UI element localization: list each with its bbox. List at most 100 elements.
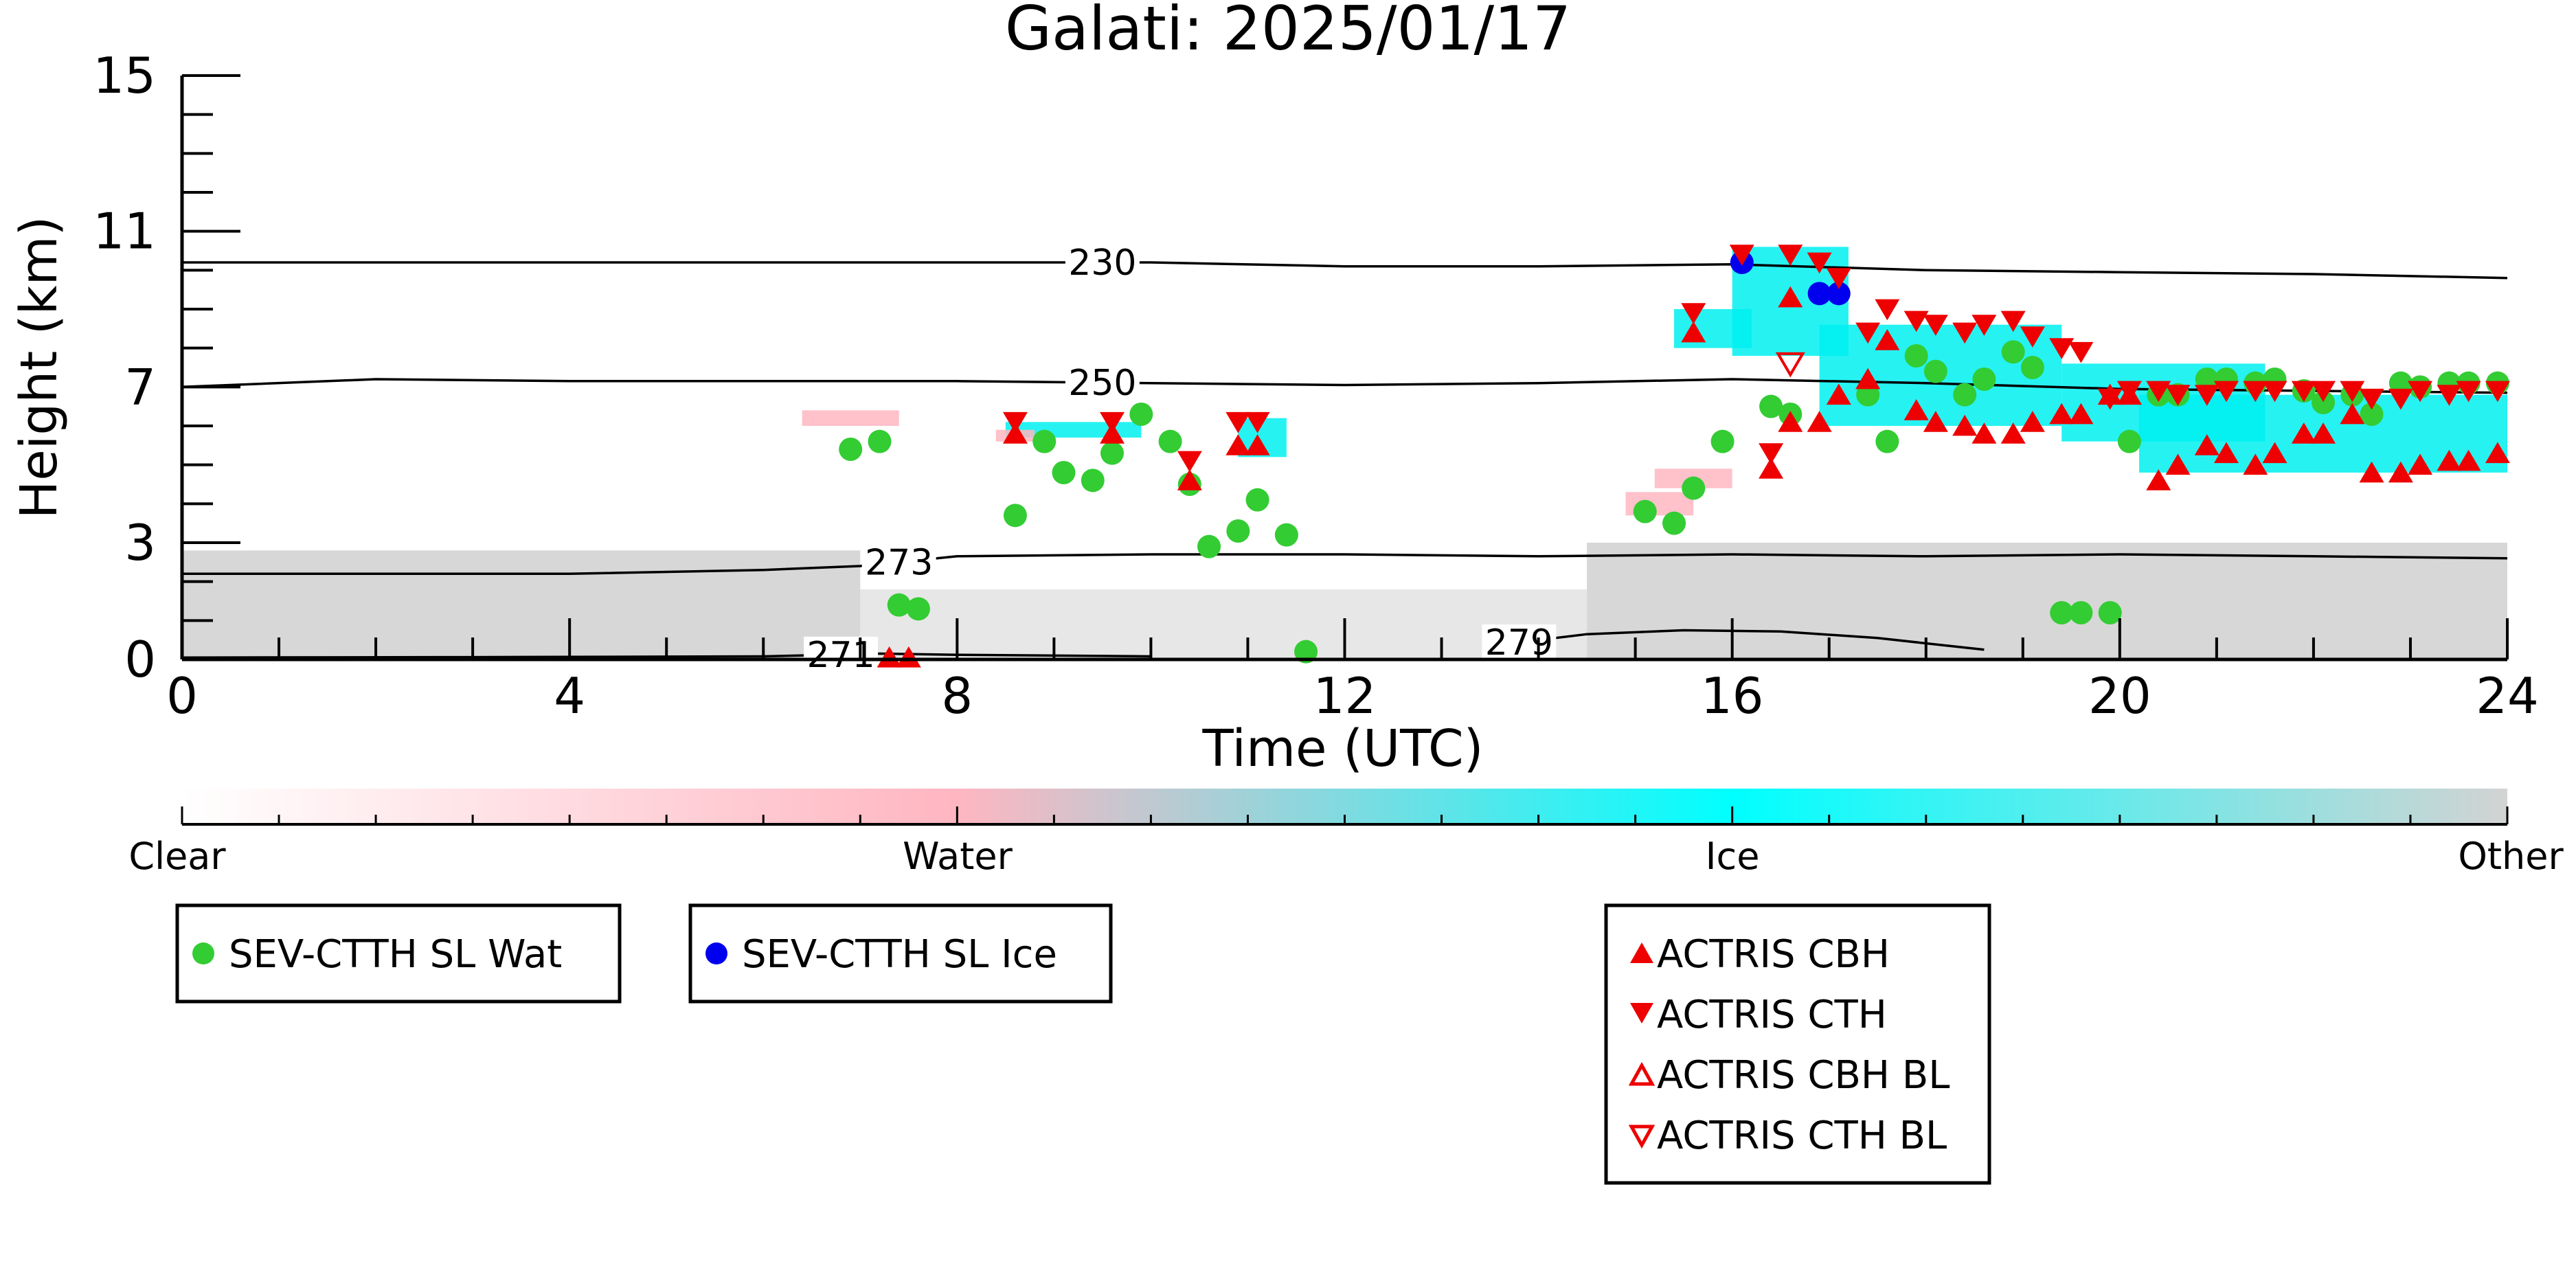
- marker-actris-cth: [2213, 381, 2239, 403]
- legend-marker-actris-cth: [1630, 1003, 1653, 1024]
- marker-sev-ctth-sl-wat: [1158, 429, 1182, 453]
- marker-sev-ctth-sl-wat: [1081, 468, 1105, 493]
- marker-actris-cth: [1923, 315, 1948, 336]
- marker-sev-ctth-sl-wat: [906, 597, 930, 621]
- y-tick-label: 15: [93, 47, 156, 104]
- marker-sev-ctth-sl-wat: [2001, 340, 2025, 364]
- marker-actris-cbh: [2485, 442, 2510, 464]
- marker-sev-ctth-sl-wat: [2069, 601, 2093, 624]
- marker-actris-cth: [2243, 381, 2268, 403]
- legend-label-actris-cth: ACTRIS CTH: [1657, 993, 1887, 1037]
- marker-actris-cth: [1759, 443, 1784, 464]
- marker-actris-cth: [1855, 322, 1881, 344]
- contour-label-bg: [1482, 624, 1557, 659]
- marker-actris-cbh: [1759, 457, 1784, 479]
- marker-actris-cbh: [1923, 411, 1948, 432]
- marker-actris-cth: [2485, 381, 2510, 403]
- marker-sev-ctth-sl-wat: [1226, 519, 1250, 543]
- marker-actris-cth: [1225, 411, 1251, 433]
- legend-label-actris-cbh: ACTRIS CBH: [1657, 932, 1890, 977]
- marker-sev-ctth-sl-wat: [1245, 488, 1269, 512]
- marker-actris-cbh: [2359, 461, 2384, 483]
- marker-sev-ctth-sl-wat: [1972, 368, 1996, 391]
- contour-line-230: [182, 261, 2508, 280]
- marker-sev-ctth-sl-wat: [2050, 601, 2074, 624]
- marker-actris-cbh: [1875, 329, 1900, 350]
- marker-actris-cbh: [2000, 422, 2026, 444]
- marker-actris-cbh: [2213, 442, 2239, 464]
- marker-sev-ctth-sl-ice: [1827, 282, 1851, 306]
- legend-marker-actris-cbh-bl: [1628, 1061, 1656, 1086]
- contour-label-bg: [804, 636, 879, 671]
- marker-actris-cth: [2165, 385, 2191, 406]
- bl-other-region: [860, 589, 1588, 659]
- marker-actris-cbh: [896, 646, 921, 668]
- contour-label-273: 273: [865, 542, 933, 583]
- data-markers: [839, 245, 2510, 668]
- marker-actris-cth: [2388, 388, 2413, 410]
- legend-label-actris-cth-bl: ACTRIS CTH BL: [1657, 1114, 1947, 1158]
- marker-actris-cth: [2311, 381, 2336, 403]
- marker-actris-cth: [1245, 411, 1270, 433]
- marker-actris-cth: [1952, 322, 1978, 344]
- marker-actris-cth: [1903, 310, 1929, 332]
- y-axis-label: Height (km): [10, 216, 69, 519]
- marker-actris-cbh: [2291, 422, 2316, 444]
- colorbar-label-ice: Ice: [1706, 835, 1760, 878]
- marker-actris-cth: [2194, 385, 2219, 406]
- marker-actris-cth: [2068, 341, 2094, 363]
- marker-sev-ctth-sl-wat: [839, 438, 863, 461]
- x-tick-label: 16: [1701, 667, 1764, 725]
- marker-actris-cth: [2020, 326, 2045, 348]
- marker-actris-cbh: [1903, 399, 1929, 420]
- x-axis-label: Time (UTC): [1201, 719, 1483, 778]
- colorbar-label-clear: Clear: [128, 835, 226, 878]
- marker-actris-cbh: [1225, 434, 1251, 455]
- marker-actris-cbh: [2437, 449, 2462, 471]
- x-tick-label: 0: [166, 667, 198, 725]
- marker-actris-cbh: [2049, 403, 2075, 425]
- marker-actris-cth: [2262, 381, 2287, 403]
- axes: 0 4 8 12 16 20 24 0 3 7 11 15: [93, 47, 2538, 725]
- marker-actris-cbh: [1778, 411, 1803, 432]
- marker-sev-ctth-sl-ice: [1807, 282, 1831, 306]
- marker-sev-ctth-sl-wat: [2312, 391, 2336, 414]
- marker-sev-ctth-sl-wat: [1662, 511, 1686, 535]
- marker-sev-ctth-sl-wat: [887, 593, 911, 617]
- marker-actris-cth: [1875, 299, 1900, 321]
- marker-sev-ctth-sl-wat: [1197, 534, 1221, 558]
- colorbar-label-water: Water: [903, 835, 1013, 878]
- marker-actris-cth: [1002, 411, 1028, 433]
- cloud-mask-background: [182, 247, 2507, 659]
- marker-actris-cbh: [1681, 321, 1706, 343]
- chart-title: Galati: 2025/01/17: [1005, 0, 1571, 64]
- bl-other-region: [182, 550, 861, 659]
- marker-sev-ctth-sl-wat: [2360, 403, 2384, 426]
- marker-actris-cth: [2049, 338, 2075, 359]
- colorbar-ticks: [181, 806, 2509, 826]
- marker-actris-cth: [2456, 381, 2481, 403]
- marker-sev-ctth-sl-wat: [1294, 640, 1318, 664]
- marker-actris-cth: [2116, 381, 2142, 403]
- contour-label-279: 279: [1485, 622, 1553, 664]
- marker-sev-ctth-sl-wat: [1682, 476, 1706, 500]
- contour-label-bg: [1065, 245, 1140, 279]
- marker-sev-ctth-sl-wat: [1052, 461, 1076, 484]
- x-tick-label: 8: [941, 667, 973, 725]
- legend-marker-actris-cbh: [1630, 942, 1653, 963]
- marker-actris-cbh: [1177, 469, 1202, 490]
- marker-actris-cth: [2291, 381, 2316, 403]
- legend-actris: ACTRIS CBH ACTRIS CTH ACTRIS CBH BL ACTR…: [1604, 903, 1991, 1185]
- contour-label-bg: [1065, 364, 1140, 399]
- marker-sev-ctth-sl-wat: [1875, 429, 1899, 453]
- legend-marker-actris-cth-bl: [1628, 1125, 1656, 1149]
- temperature-contours: 230 250 273 279 271: [181, 242, 2508, 676]
- marker-actris-cbh: [1952, 414, 1978, 436]
- y-tick-label: 3: [124, 514, 156, 572]
- marker-actris-cth: [1971, 315, 1997, 336]
- marker-actris-cbh: [2146, 469, 2171, 490]
- marker-actris-cth: [1807, 252, 1832, 274]
- colorbar-label-other: Other: [2458, 835, 2564, 878]
- marker-sev-ctth-sl-wat: [868, 429, 892, 453]
